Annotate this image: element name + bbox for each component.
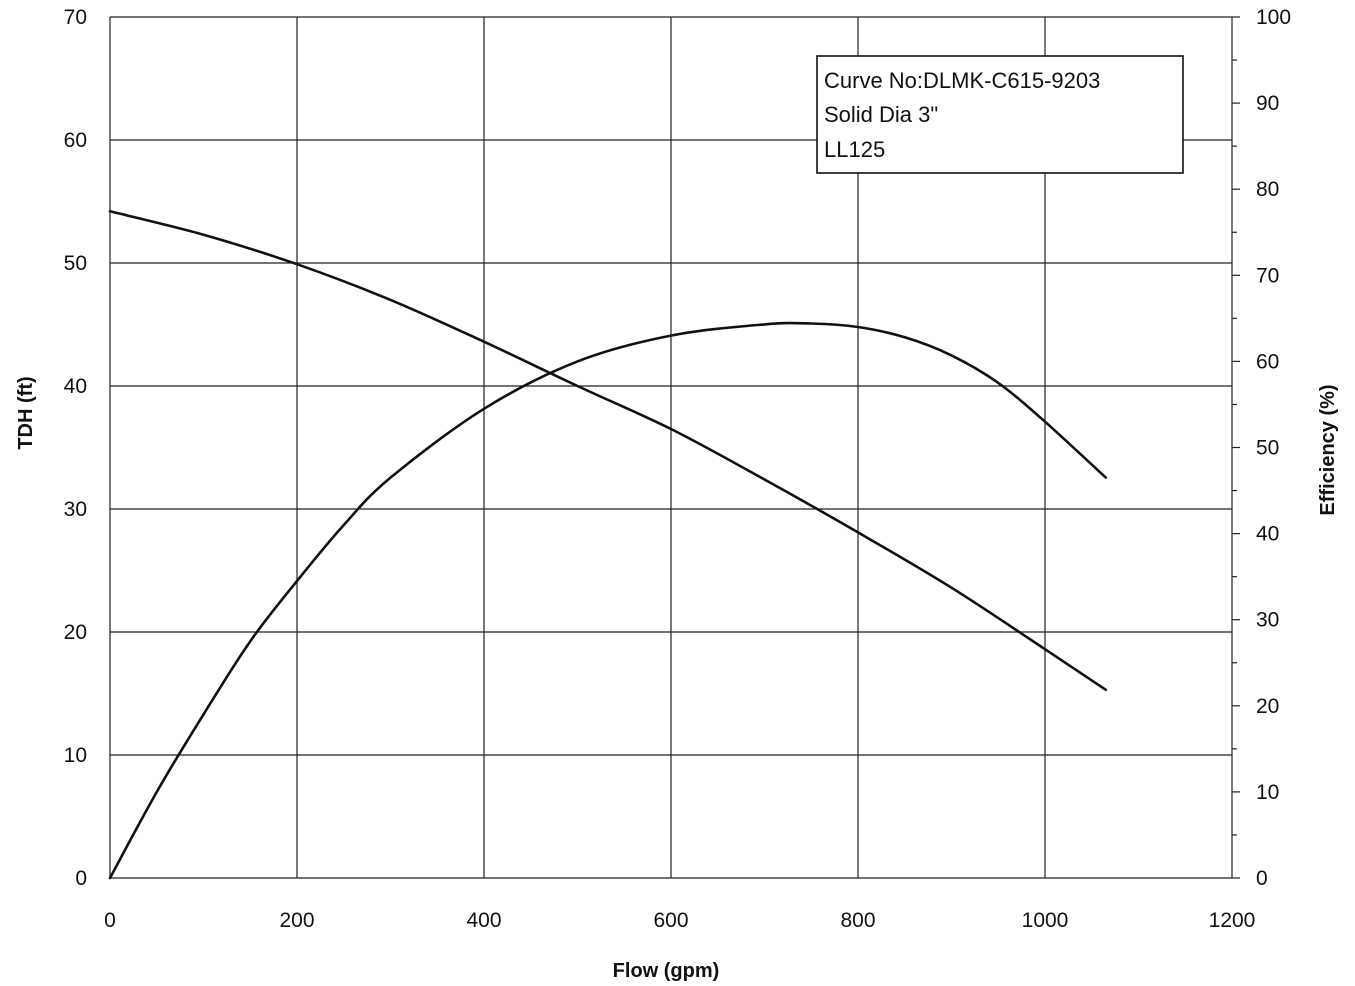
y2-tick-label: 40 [1256,523,1279,546]
tick-labels: 0 200 400 600 800 1000 12000102030405060700102… [64,6,1291,932]
y2-tick-label: 100 [1256,6,1291,29]
y2-tick-label: 60 [1256,350,1279,373]
y2-tick-label: 20 [1256,695,1279,718]
x-tick-label: 0 [104,909,116,932]
x-tick-label: 400 [466,909,501,932]
efficiency-curve [108,321,1108,880]
y2-tick-label: 0 [1256,867,1268,890]
y-tick-label: 60 [64,129,87,152]
x-tick-label: 800 [840,909,875,932]
y2-tick-label: 50 [1256,437,1279,460]
y2-tick-label: 30 [1256,609,1279,632]
y2-tick-label: 10 [1256,781,1279,804]
y-tick-label: 70 [64,6,87,29]
curve-info-box: Curve No:DLMK-C615-9203 Solid Dia 3" LL1… [816,55,1184,174]
y-tick-label: 10 [64,744,87,767]
x-tick-label: 200 [279,909,314,932]
curve-info-line: Curve No:DLMK-C615-9203 [824,68,1100,93]
y-tick-label: 0 [75,867,87,890]
y2-axis-title: Efficiency (%) [1317,384,1339,515]
curve-info-line: Solid Dia 3" [824,102,938,127]
y-tick-label: 40 [64,375,87,398]
x-tick-label: 1000 [1022,909,1069,932]
curve-info-line: LL125 [824,137,885,162]
y-tick-label: 50 [64,252,87,275]
y2-tick-label: 70 [1256,264,1279,287]
curve-info-box-frame [816,55,1184,174]
y-tick-label: 30 [64,498,87,521]
tdh-curve [108,210,1108,692]
x-axis-title: Flow (gpm) [613,960,720,982]
y-tick-label: 20 [64,621,87,644]
x-tick-label: 600 [653,909,688,932]
x-tick-label: 1200 [1209,909,1256,932]
y2-tick-label: 80 [1256,178,1279,201]
y-axis-title: TDH (ft) [15,376,37,449]
y2-tick-label: 90 [1256,92,1279,115]
series-lines [108,210,1108,880]
